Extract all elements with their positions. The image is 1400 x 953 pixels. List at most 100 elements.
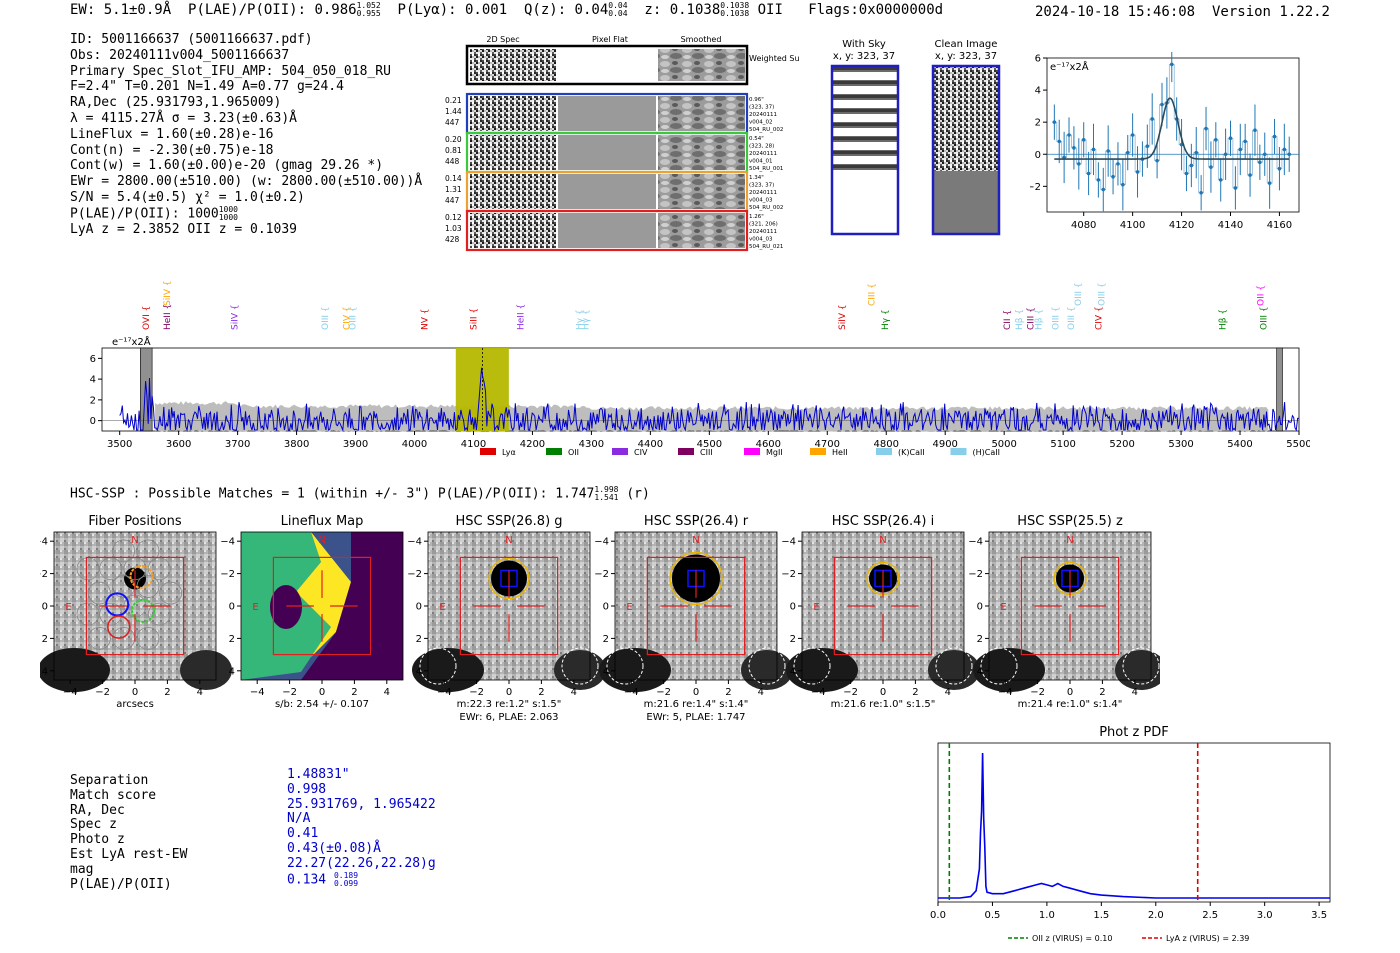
info-lineflux: LineFlux = 1.60(±0.28)e-16 — [70, 126, 274, 142]
withsky-title: With Sky — [842, 39, 886, 50]
hsc-xtick-label: 2 — [912, 687, 918, 698]
photz-xtick-label: 3.0 — [1257, 910, 1273, 921]
fiber-highlight-green — [131, 598, 156, 623]
header-z-line: OII — [757, 2, 783, 18]
match-value-score: 0.998 — [287, 781, 327, 797]
photz-pdf-line — [938, 752, 1330, 899]
legend-label: HeII — [832, 448, 848, 457]
hsc-ytick-label: −2 — [594, 569, 609, 580]
hsc-xtick-label: 2 — [1099, 687, 1105, 698]
hsc-xtick-label: 0 — [506, 687, 512, 698]
hsc-caption: arcsecs — [116, 699, 154, 710]
fiber-circle — [136, 626, 160, 650]
hsc-ytick-label: −4 — [781, 537, 796, 548]
spec2d-row-meta: 20240111 — [749, 229, 777, 235]
header-qz-range: 0.04 0.04 — [608, 1, 628, 18]
spectrum-line-label-top: OIII { — [1097, 282, 1107, 306]
spec2d-row-num: 447 — [445, 118, 460, 127]
hsc-ytick-label: 0 — [977, 602, 983, 613]
info-sn: S/N = 5.4(±0.5) χ² = 1.0(±0.2) — [70, 189, 305, 205]
hsc-xtick-label: 2 — [164, 687, 170, 698]
hsc-caption-2: EWr: 5, PLAE: 1.747 — [646, 712, 745, 723]
header-timestamp: 2024-10-18 15:46:08 Version 1.22.2 — [1035, 4, 1330, 20]
spectrum-line-label: CIV { — [1094, 306, 1104, 330]
match-label-plae: P(LAE)/P(OII) — [70, 876, 172, 892]
info-plae-range: 1000 1000 — [218, 204, 238, 222]
match-label-mag: mag — [70, 861, 94, 877]
spec2d-row-2d — [470, 213, 556, 248]
weighted-sum-flat — [558, 49, 656, 81]
match-value-mag: 22.27(22.26,22.28)g — [287, 855, 436, 871]
hsc-dashed-circle — [935, 647, 973, 685]
hsc-panel-title: Lineflux Map — [281, 514, 364, 529]
info-primary: Primary Spec_Slot_IFU_AMP: 504_050_018_R… — [70, 63, 391, 79]
zoom-ytick-label: −2 — [1030, 182, 1041, 193]
header-plae: P(LAE)/P(OII): 0.986 — [188, 2, 357, 18]
fiber-highlight-orange — [129, 564, 154, 589]
spectrum-line-label: OIII { — [1260, 306, 1270, 330]
cutout-panels: With Sky x, y: 323, 37 Clean Image x, y:… — [830, 39, 1001, 236]
spectrum-xtick-label: 4000 — [402, 439, 427, 450]
hsc-neighbor-source — [786, 648, 858, 692]
hsc-xtick-label: −4 — [811, 687, 826, 698]
photz-pdf-plot: Phot z PDF 0.0 0.5 1.0 1.5 2.0 2.5 3.0 3.5 OII z… — [930, 725, 1331, 943]
hsc-search-box — [1020, 556, 1120, 656]
spec2d-row-meta: v004_03 — [749, 237, 773, 243]
hsc-ytick-label: −4 — [594, 537, 609, 548]
match-label-photoz: Photo z — [70, 832, 125, 848]
hsc-xtick-label: −4 — [63, 687, 78, 698]
hsc-neighbor-source — [412, 648, 484, 692]
spectrum-line-label: Hβ { — [1218, 309, 1228, 330]
hsc-xtick-label: −2 — [843, 687, 858, 698]
fiber-circle — [147, 602, 171, 626]
legend-swatch — [876, 448, 892, 455]
spec2d-row-smooth — [658, 213, 745, 248]
match-value-specz: N/A — [287, 811, 311, 827]
match-value-separation: 1.48831" — [287, 767, 350, 782]
hsc-xtick-label: −4 — [624, 687, 639, 698]
hsc-xtick-label: 0 — [1067, 687, 1073, 698]
fiber-circle — [112, 539, 136, 563]
clean-image — [933, 66, 999, 171]
photz-xtick-label: 1.0 — [1039, 910, 1055, 921]
hsc-panel-title: HSC SSP(26.4) r — [644, 514, 749, 529]
spec2d-row-flat — [558, 174, 656, 209]
spec2d-header-flat: Pixel Flat — [592, 35, 628, 44]
spectrum-line-label: SiIV { — [231, 304, 241, 330]
spectrum-line-label: OIII { — [349, 306, 359, 330]
header-qz: Q(z): 0.04 — [523, 2, 609, 18]
fiber-highlight-red — [107, 615, 131, 639]
hsc-xtick-label: 4 — [197, 687, 203, 698]
spectrum-ytick-label: 6 — [90, 354, 96, 365]
hsc-panel-title: HSC SSP(25.5) z — [1017, 514, 1123, 529]
spectrum-line-label-top: SiIV { — [163, 280, 173, 306]
compass-e: E — [439, 602, 445, 613]
hsc-neighbor-source — [599, 648, 671, 692]
hsc-panel-title: HSC SSP(26.8) g — [455, 514, 562, 529]
spectrum-xtick-label: 4600 — [756, 439, 781, 450]
hsc-ytick-label: 4 — [42, 666, 48, 677]
fiber-circle — [136, 539, 160, 563]
hsc-xtick-label: 4 — [571, 687, 577, 698]
spectrum-xtick-label: 3700 — [225, 439, 250, 450]
photz-title: Phot z PDF — [1099, 725, 1169, 740]
hsc-plae-range: 1.998 1.541 — [594, 485, 619, 502]
hsc-caption: s/b: 2.54 +/- 0.107 — [275, 699, 369, 710]
spec2d-row-num: 447 — [445, 196, 460, 205]
fiber-circle — [87, 581, 111, 605]
spectrum-xtick-label: 5200 — [1109, 439, 1134, 450]
spectrum-line-label: HeII { — [163, 304, 173, 330]
hsc-xtick-label: 0 — [880, 687, 886, 698]
info-radec: RA,Dec (25.931793,1.965009) — [70, 95, 282, 111]
hsc-caption: m:22.3 re:1.2" s:1.5" — [457, 699, 562, 710]
header-z: z: 0.1038 — [644, 2, 721, 18]
spec2d-row-flat — [558, 213, 656, 248]
hsc-xtick-label: 2 — [725, 687, 731, 698]
hsc-ytick-label: 2 — [977, 634, 983, 645]
spectrum-xtick-label: 3500 — [107, 439, 132, 450]
compass-n: N — [318, 535, 325, 546]
spectrum-xtick-label: 5400 — [1227, 439, 1252, 450]
hsc-dashed-circle — [561, 647, 599, 685]
hsc-title: HSC-SSP : Possible Matches = 1 (within +… — [70, 486, 650, 502]
hsc-caption: m:21.6 re:1.4" s:1.4" — [644, 699, 749, 710]
